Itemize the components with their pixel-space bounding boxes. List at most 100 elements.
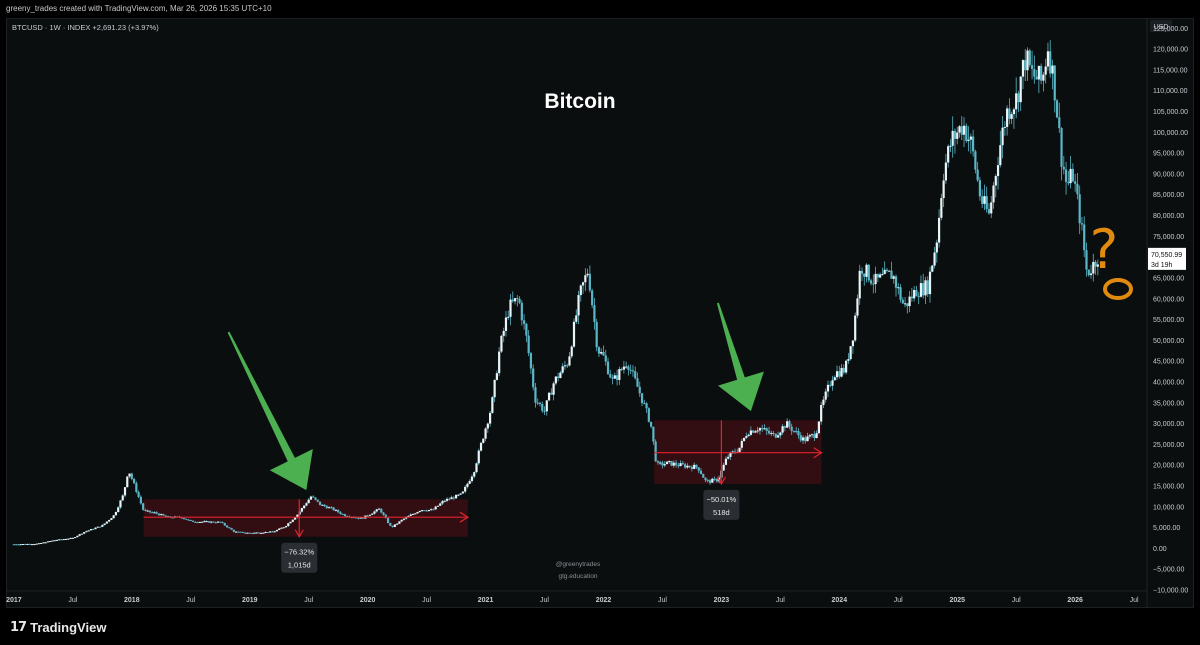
price-chart[interactable]: −76.32% 1,015d −50.01% 518d Bitcoin BTCUSD · … [0,0,1200,612]
range-drop-arrowhead [294,529,304,538]
candle-body [473,472,476,477]
candle-body [232,529,235,532]
candle-body [681,463,684,465]
candle-body [958,126,961,133]
tradingview-logo[interactable]: 17 TradingView [10,617,106,637]
candle-body [747,434,750,437]
range-arrowhead [459,511,470,523]
y-tick-label: 75,000.00 [1153,234,1184,241]
candle-body [33,544,36,546]
candle-body [343,514,347,517]
candle-body [620,369,623,371]
y-tick-label: 30,000.00 [1153,421,1184,428]
candle-body [867,264,870,281]
candle-body [468,481,471,484]
candle-body [137,492,140,497]
candle-body [60,539,63,541]
candle-body [513,298,517,302]
candle-body [763,428,766,430]
candle-body [98,526,102,528]
candle-body [459,493,462,495]
candle-body [448,498,451,500]
candle-body [464,486,467,492]
candle-body [255,532,258,534]
candle-body [706,480,709,482]
candle-body [414,513,417,515]
candle-body [280,527,283,529]
candle-body [430,509,433,511]
x-tick-label: Jul [1130,597,1139,604]
x-tick-label: Jul [1012,597,1021,604]
candle-body [543,410,546,412]
candle-body [913,289,916,299]
credit-text: greeny_trades created with TradingView.c… [6,4,272,13]
candle-body [606,361,610,375]
range-arrowhead [813,447,823,459]
candle-body [811,434,814,436]
candle-body [883,269,886,275]
candle-body [477,450,480,464]
circle-annotation [1103,278,1133,300]
candle-body [881,274,884,276]
last-price-value: 70,550.99 [1151,252,1182,259]
candle-body [647,408,650,422]
y-tick-label: 35,000.00 [1153,400,1184,407]
candle-body [854,315,857,341]
y-tick-label: 95,000.00 [1153,151,1184,158]
candle-body [1074,181,1077,184]
candle-body [649,421,653,427]
candle-body [105,521,108,524]
candle-body [198,521,201,523]
candle-body [416,511,419,514]
currency-label: USD [1154,24,1169,31]
candle-body [368,514,372,516]
candle-body [85,531,88,533]
candle-body [316,499,319,502]
candle-body [67,538,70,540]
candle-body [550,392,553,395]
candle-body [83,532,86,534]
candle-body [1026,50,1029,71]
candle-body [482,438,485,443]
chart-frame[interactable] [6,18,1194,608]
y-tick-label: 60,000.00 [1153,296,1184,303]
candle-body [507,316,510,318]
candle-body [840,367,843,377]
candle-body [953,130,957,139]
candle-body [303,505,306,509]
candle-body [874,273,877,285]
candle-body [525,323,528,336]
candle-body [228,527,231,529]
candle-body [230,528,233,530]
candle-body [935,242,938,253]
candle-body [842,367,845,373]
last-price-countdown: 3d 19h [1151,262,1173,269]
candle-body [611,377,614,379]
candle-body [745,436,748,438]
candle-body [978,180,982,197]
candle-body [146,510,149,512]
candle-body [581,282,585,286]
candle-body [219,521,222,523]
candle-body [53,540,56,542]
candle-body [1069,168,1072,184]
candle-body [996,165,1000,177]
candle-body [783,426,786,428]
candle-body [1089,273,1093,276]
candle-body [779,432,782,436]
candle-body [579,285,582,296]
candle-body [130,473,133,479]
candle-body [262,532,265,534]
candle-body [851,340,855,347]
x-tick-label: 2017 [6,597,22,604]
candle-body [949,145,952,147]
candle-body [235,531,238,533]
candle-body [355,517,358,519]
candle-body [849,346,852,360]
candle-body [1030,65,1034,70]
x-tick-label: Jul [186,597,195,604]
candle-body [613,375,616,379]
candle-body [831,380,834,386]
question-mark-annotation: ? [1090,218,1119,281]
candle-body [282,527,285,529]
